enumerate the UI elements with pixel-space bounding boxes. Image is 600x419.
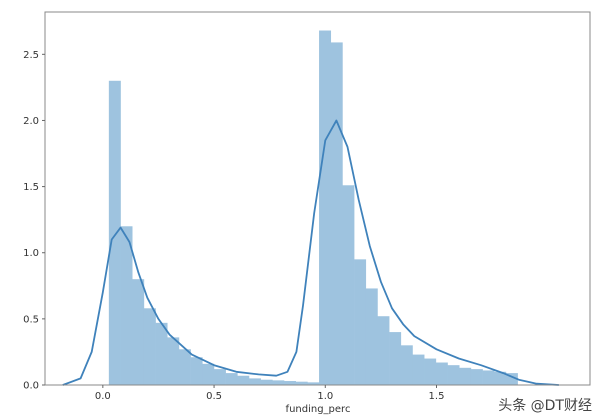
histogram-bar [213, 369, 226, 385]
kde-line [62, 119, 559, 386]
x-tick-label: 1.5 [429, 391, 445, 402]
histogram-bar [120, 226, 133, 385]
histogram-bar [330, 42, 343, 385]
histogram-bars [108, 30, 518, 385]
y-tick-label: 1.0 [23, 248, 39, 259]
histogram-bar [435, 362, 448, 385]
histogram-bar [459, 367, 472, 385]
histogram-bar [307, 382, 320, 385]
histogram-bar [295, 381, 308, 385]
histogram-bar [225, 373, 238, 385]
x-axis-ticks: 0.0 0.5 1.0 1.5 [95, 385, 445, 402]
y-tick-label: 1.5 [23, 182, 39, 193]
histogram-bar [108, 80, 121, 385]
histogram-bar [447, 365, 460, 385]
y-tick-label: 2.5 [23, 50, 39, 61]
histogram-bar [365, 288, 378, 385]
histogram-bar [482, 370, 495, 385]
histogram-bar [178, 349, 191, 385]
histogram-bar [494, 371, 507, 385]
y-axis-ticks: 0.0 0.5 1.0 1.5 2.0 2.5 [23, 50, 45, 392]
x-tick-label: 0.0 [95, 391, 111, 402]
histogram-bar [377, 316, 390, 385]
histogram-bar [272, 380, 285, 385]
histogram-bar [389, 332, 402, 385]
x-tick-label: 0.5 [206, 391, 222, 402]
histogram-bar [260, 379, 273, 385]
x-tick-label: 1.0 [317, 391, 333, 402]
histogram-bar [412, 354, 425, 385]
histogram-bar [424, 358, 437, 385]
y-tick-label: 0.5 [23, 314, 39, 325]
y-tick-label: 2.0 [23, 116, 39, 127]
histogram-bar [354, 259, 367, 385]
histogram-bar [132, 279, 145, 385]
x-axis-label: funding_perc [286, 404, 351, 415]
histogram-bar [470, 369, 483, 385]
histogram-bar [155, 322, 168, 385]
axes-frame [44, 11, 591, 386]
histogram-bar [505, 373, 518, 385]
histogram-bar [190, 357, 203, 385]
histogram-bar [319, 30, 332, 385]
histogram-bar [400, 345, 413, 385]
histogram-bar [143, 308, 156, 385]
histogram-bar [202, 363, 215, 385]
histogram-bar [342, 185, 355, 385]
histogram-bar [248, 378, 261, 385]
y-tick-label: 0.0 [23, 381, 39, 392]
histogram-bar [237, 375, 250, 385]
watermark: 头条 @DT财经 [498, 398, 592, 414]
histogram-bar [284, 381, 296, 385]
histogram-bar [167, 337, 180, 385]
